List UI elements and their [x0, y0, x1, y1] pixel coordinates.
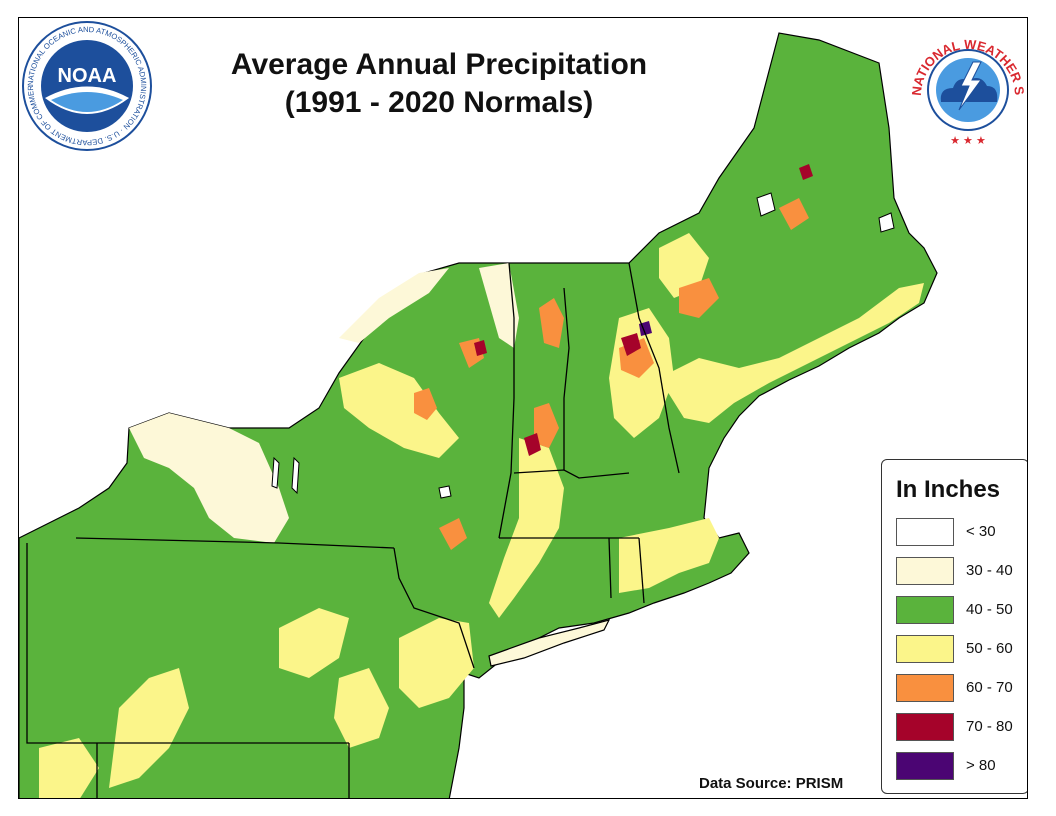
zone-30-40-north-ny: [339, 268, 449, 343]
svg-text:★ ★ ★: ★ ★ ★: [950, 135, 986, 147]
zone-30-40-west-ny: [129, 413, 289, 543]
data-source-credit: Data Source: PRISM: [699, 775, 844, 792]
legend-swatch: [896, 674, 954, 702]
map-legend: In Inches < 30 30 - 40 40 - 50 50 - 60 6…: [881, 459, 1027, 794]
map-title-line2: (1991 - 2020 Normals): [284, 86, 594, 119]
legend-swatch: [896, 557, 954, 585]
zone-70-80: [474, 164, 813, 456]
legend-swatch: [896, 752, 954, 780]
legend-item: 40 - 50: [896, 596, 1026, 624]
map-frame: Average Annual Precipitation (1991 - 202…: [18, 17, 1028, 799]
legend-item: 50 - 60: [896, 635, 1026, 663]
legend-label: 40 - 50: [966, 601, 1013, 618]
legend-label: 30 - 40: [966, 562, 1013, 579]
long-island: [488, 619, 611, 667]
noaa-logo-text: NOAA: [58, 65, 117, 87]
legend-item: 60 - 70: [896, 674, 1026, 702]
legend-label: 70 - 80: [966, 718, 1013, 735]
legend-swatch: [896, 596, 954, 624]
legend-item: 70 - 80: [896, 713, 1026, 741]
legend-title: In Inches: [896, 476, 1001, 503]
legend-label: < 30: [966, 523, 996, 540]
state-boundaries: [26, 262, 680, 798]
legend-swatch: [896, 713, 954, 741]
legend-label: 60 - 70: [966, 679, 1013, 696]
precipitation-map: [19, 32, 938, 798]
land-base: [19, 32, 938, 798]
lakes: [271, 192, 895, 499]
map-title-line1: Average Annual Precipitation: [230, 48, 648, 81]
legend-swatch: [896, 635, 954, 663]
legend-label: > 80: [966, 757, 996, 774]
zone-30-40-champlain: [479, 263, 519, 348]
legend-item: > 80: [896, 752, 1026, 780]
legend-item: 30 - 40: [896, 557, 1026, 585]
legend-item: < 30: [896, 518, 1026, 546]
legend-label: 50 - 60: [966, 640, 1013, 657]
legend-swatch: [896, 518, 954, 546]
noaa-logo-icon: NOAA NATIONAL OCEANIC AND ATMOSPHERIC AD…: [21, 20, 152, 151]
nws-logo-icon: NATIONAL WEATHER SERVICE ★ ★ ★: [909, 20, 1027, 147]
